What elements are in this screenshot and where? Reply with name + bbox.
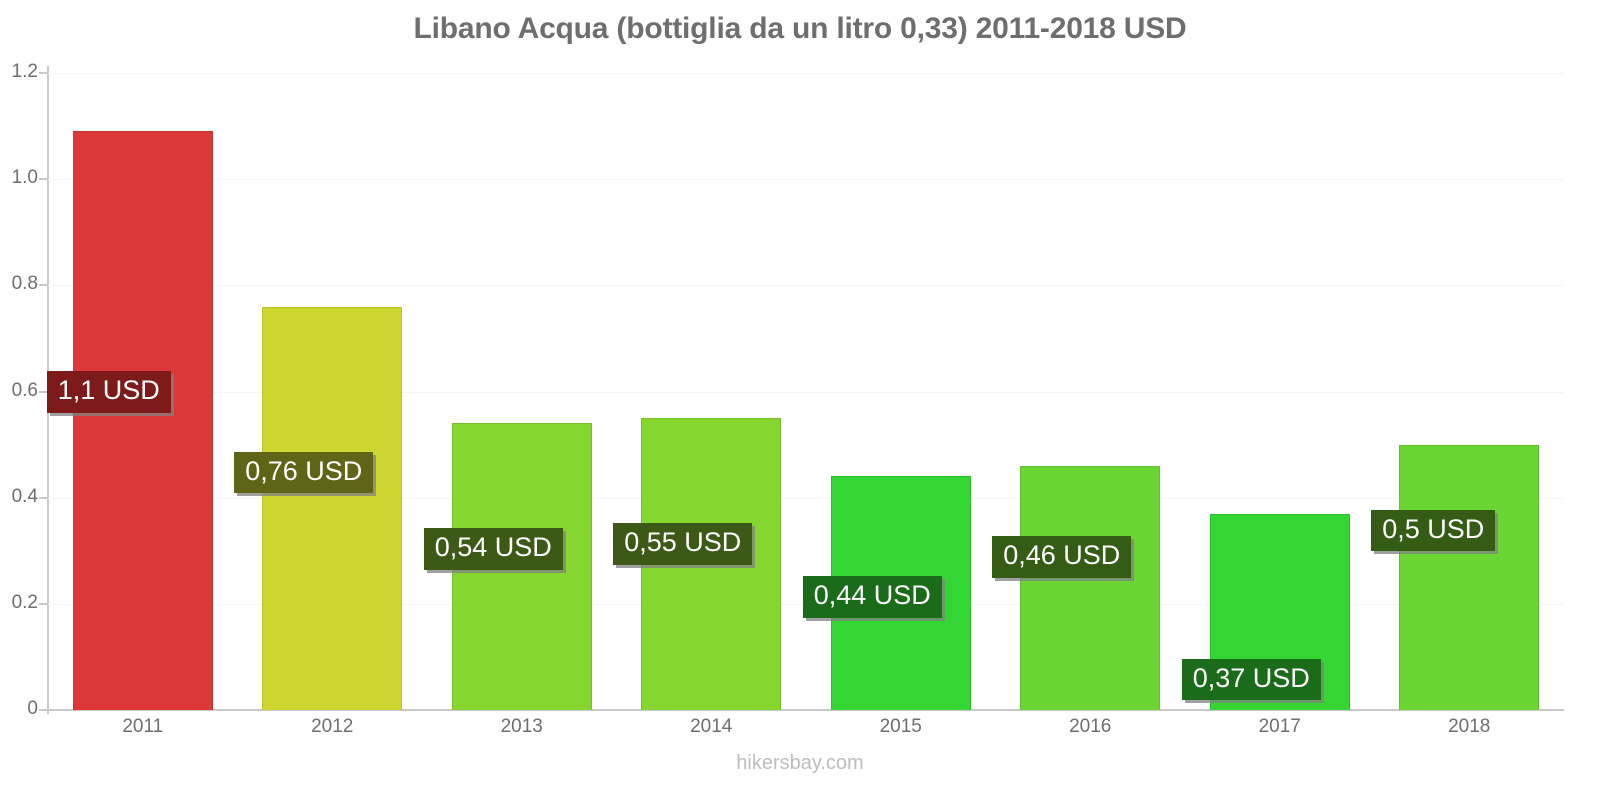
source-watermark: hikersbay.com: [736, 752, 864, 774]
y-tick-mark: [39, 284, 48, 287]
y-axis-tick-label: 0.4: [11, 485, 38, 507]
value-label-2012: 0,76 USD: [234, 451, 374, 494]
value-label-2016: 0,46 USD: [992, 535, 1132, 578]
x-axis-label-2011: 2011: [122, 716, 164, 737]
y-axis-tick-label: 1.2: [11, 61, 38, 82]
y-axis-tick-label: 0.2: [11, 591, 38, 613]
y-axis-tick-label: 1.0: [11, 167, 38, 189]
y-tick-mark: [39, 496, 48, 499]
gridline: [48, 179, 1564, 181]
bar-2012[interactable]: [262, 306, 403, 710]
x-axis-label-2015: 2015: [879, 716, 922, 737]
value-label-2013: 0,54 USD: [423, 528, 563, 571]
gridline: [48, 497, 1564, 499]
x-axis-label-2013: 2013: [500, 716, 543, 737]
x-axis-label-2012: 2012: [311, 716, 354, 737]
y-tick-mark: [39, 709, 48, 711]
y-tick-mark: [39, 72, 48, 74]
value-label-2011: 1,1 USD: [46, 371, 171, 414]
y-tick-mark: [39, 602, 48, 605]
value-label-2017: 0,37 USD: [1181, 658, 1321, 701]
value-label-2015: 0,44 USD: [802, 576, 942, 619]
gridline: [48, 391, 1564, 393]
x-axis-label-2014: 2014: [690, 716, 733, 737]
y-axis-tick-label: 0.8: [11, 273, 38, 295]
y-axis-tick-label: 0: [27, 698, 38, 719]
value-label-2018: 0,5 USD: [1371, 509, 1496, 552]
bar-2018[interactable]: [1399, 444, 1540, 710]
y-tick-mark: [39, 178, 48, 181]
y-tick-mark: [39, 390, 48, 393]
bar-2011[interactable]: [72, 131, 213, 710]
bar-2016[interactable]: [1020, 465, 1161, 710]
x-axis-label-2017: 2017: [1258, 716, 1301, 737]
x-axis-label-2016: 2016: [1069, 716, 1112, 737]
page-title: Libano Acqua (bottiglia da un litro 0,33…: [413, 12, 1187, 45]
gridline: [48, 73, 1564, 74]
y-axis-tick-label: 0.6: [11, 379, 38, 401]
value-label-2014: 0,55 USD: [613, 523, 753, 565]
x-axis-line: [48, 709, 1564, 711]
x-axis-label-2018: 2018: [1448, 716, 1491, 737]
gridline: [48, 285, 1564, 287]
